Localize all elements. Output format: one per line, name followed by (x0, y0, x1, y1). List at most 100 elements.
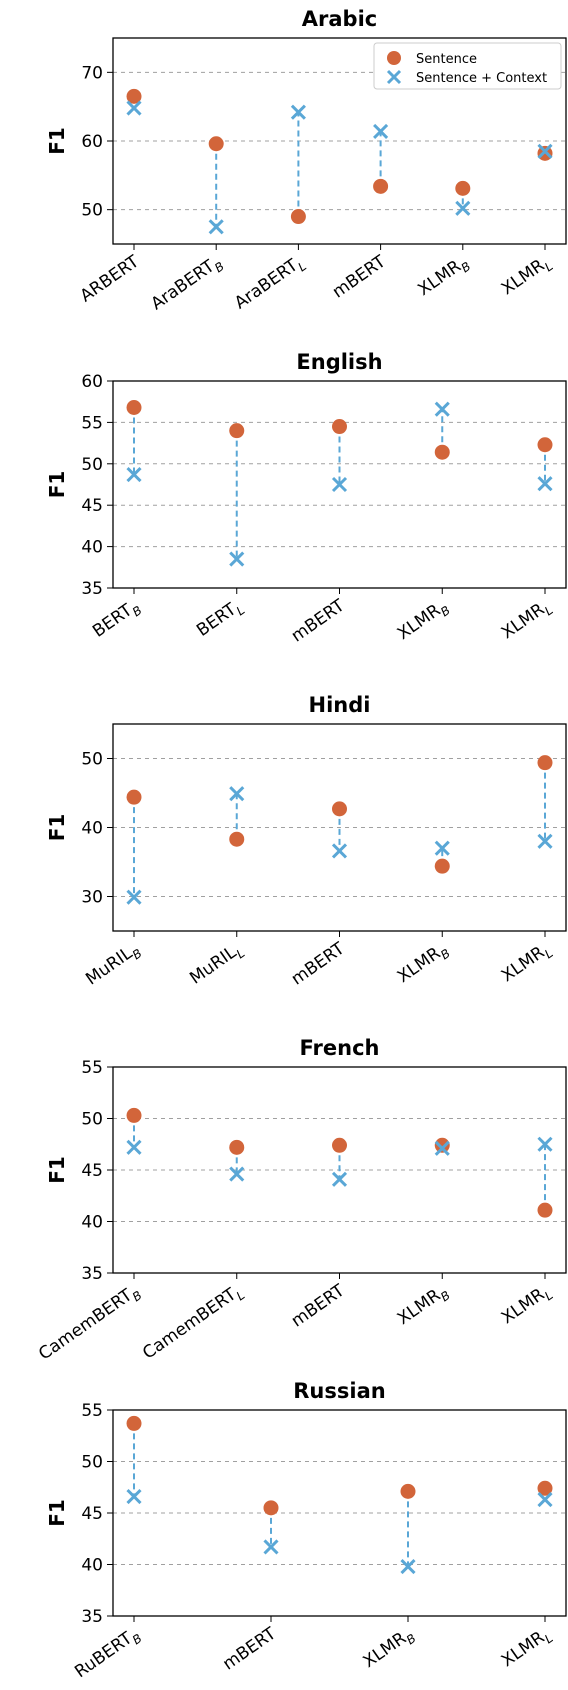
legend: Sentence Sentence + Context (373, 42, 562, 90)
context-point (331, 843, 348, 859)
context-point (126, 467, 142, 483)
x-tick-label: AraBERTB (148, 252, 227, 317)
context-point (263, 1539, 279, 1555)
y-axis-label: F1 (45, 127, 69, 155)
x-tick-label: MuRILL (186, 939, 247, 991)
chart-panel-hindi: Hindi 30 40 50 F1 MuRILB MuRILL mBERT XLMRB XLMRL (45, 693, 567, 992)
x-tick-label: XLMRL (498, 1624, 556, 1674)
context-point (537, 1136, 553, 1152)
sentence-point (332, 1137, 347, 1153)
sentence-point (229, 423, 245, 439)
y-tick-label: 45 (81, 496, 103, 516)
y-tick-label: 55 (81, 1058, 103, 1078)
x-tick-label: XLMRB (360, 1624, 419, 1675)
chart-panel-arabic: Arabic 50 60 70 F1 ARBERT AraBERTB AraBERTL mBER… (45, 7, 567, 317)
context-point (229, 786, 245, 802)
x-tick-label: CamemBERTB (35, 1281, 144, 1367)
chart-title: Russian (293, 1379, 385, 1403)
context-point (331, 476, 348, 493)
sentence-point (126, 399, 142, 415)
x-tick-label: CamemBERTL (139, 1281, 247, 1366)
x-tick-label: MuRILB (82, 939, 144, 992)
sentence-point (537, 755, 553, 771)
y-tick-label: 55 (81, 1401, 103, 1421)
context-point (537, 833, 553, 849)
x-tick-label: RuBERTB (71, 1624, 144, 1685)
x-tick-label: mBERT (329, 251, 390, 302)
y-axis-label: F1 (45, 1156, 69, 1184)
context-point (229, 1166, 245, 1182)
sentence-point (434, 1137, 450, 1153)
y-tick-label: 50 (81, 1110, 103, 1130)
sentence-point (537, 1202, 553, 1218)
context-point (290, 104, 306, 120)
x-tick-label: XLMRL (498, 1281, 556, 1331)
context-point (455, 200, 471, 216)
y-tick-label: 30 (81, 888, 103, 908)
y-tick-label: 50 (81, 201, 103, 221)
sentence-point (434, 444, 450, 460)
context-point (537, 1492, 553, 1508)
chart-title: English (296, 350, 382, 374)
chart-title: French (300, 1036, 380, 1060)
y-tick-label: 45 (81, 1504, 103, 1524)
x-tick-label: mBERT (288, 595, 349, 646)
legend-box (373, 42, 562, 90)
context-point (434, 1140, 450, 1156)
context-point (126, 1139, 142, 1155)
x-tick-label: XLMRB (394, 939, 453, 990)
y-tick-label: 35 (81, 1607, 103, 1627)
axes-frame (112, 1066, 567, 1274)
context-point (373, 123, 389, 139)
context-point (229, 551, 245, 567)
y-tick-label: 35 (81, 579, 103, 599)
y-tick-label: 70 (81, 63, 103, 83)
legend-context-label: Sentence + Context (416, 71, 547, 86)
legend-context-marker (386, 69, 402, 85)
sentence-point (126, 1107, 142, 1123)
sentence-point (400, 1483, 416, 1499)
x-tick-label: XLMRB (414, 252, 473, 303)
chart-title: Hindi (309, 693, 371, 717)
context-point (208, 219, 224, 235)
y-tick-label: 50 (81, 750, 103, 770)
x-tick-label: mBERT (288, 938, 349, 989)
y-tick-label: 40 (81, 1556, 103, 1576)
sentence-point (332, 419, 347, 435)
y-tick-label: 60 (81, 132, 103, 152)
axes-frame (112, 37, 567, 245)
sentence-point (126, 88, 142, 104)
y-tick-label: 40 (81, 1213, 103, 1233)
x-tick-label: XLMRL (498, 596, 556, 646)
sentence-point (332, 801, 347, 817)
context-point (537, 143, 553, 159)
x-tick-label: XLMRL (498, 939, 556, 989)
x-tick-label: XLMRL (498, 252, 556, 302)
x-tick-label: mBERT (219, 1623, 280, 1674)
x-tick-label: BERTL (193, 596, 247, 644)
context-point (126, 100, 142, 116)
context-point (126, 889, 142, 905)
sentence-point (229, 831, 245, 847)
sentence-point (208, 136, 224, 152)
context-point (434, 401, 450, 417)
chart-panel-russian: Russian 35 40 45 50 55 F1 RuBERTB mBERT XLMRB XLMR… (45, 1379, 567, 1685)
y-tick-label: 40 (81, 538, 103, 558)
y-tick-label: 40 (81, 819, 103, 839)
legend-sentence-label: Sentence (416, 52, 477, 67)
sentence-point (537, 1480, 553, 1496)
y-tick-label: 50 (81, 1453, 103, 1473)
axes-frame (112, 380, 567, 589)
sentence-point (455, 180, 471, 196)
sentence-point (537, 437, 553, 453)
sentence-point (126, 789, 142, 805)
x-tick-label: mBERT (288, 1280, 349, 1331)
sentence-point (434, 858, 450, 874)
axes-frame (112, 723, 567, 932)
sentence-point (229, 1139, 245, 1155)
sentence-point (126, 1415, 142, 1431)
context-point (331, 1171, 348, 1187)
legend-sentence-marker (387, 51, 401, 65)
